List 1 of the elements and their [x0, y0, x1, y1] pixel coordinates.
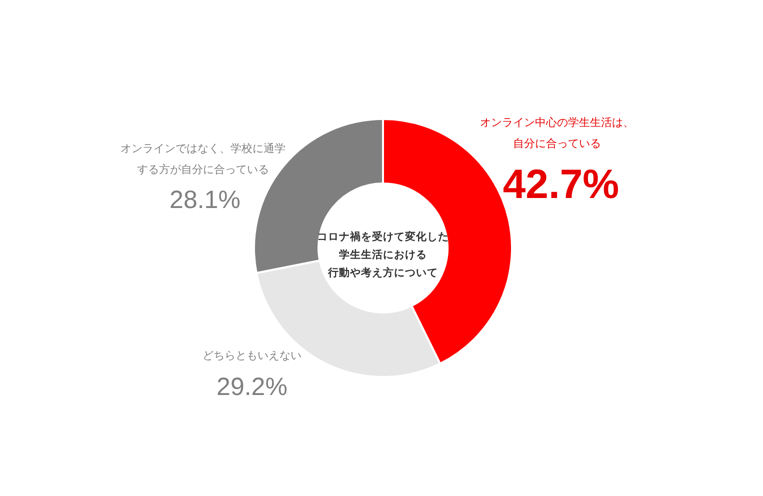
title: コロナ禍を受けて変化した学生生活における行動や考え方について: [317, 231, 449, 279]
